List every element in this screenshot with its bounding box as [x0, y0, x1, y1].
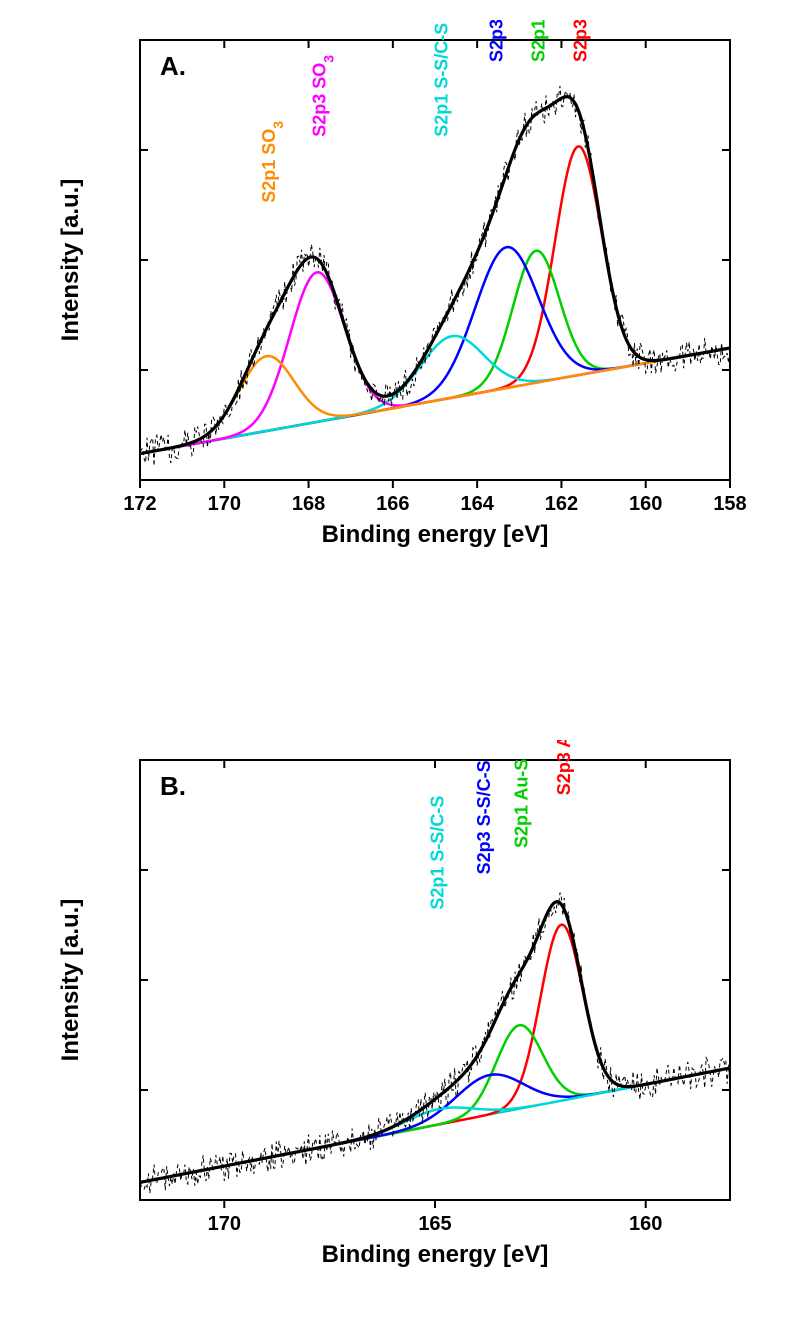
peak-label-S2p3-AuS: S2p3 Au-S — [554, 740, 574, 795]
x-axis-title: Binding energy [eV] — [322, 1241, 549, 1268]
x-tick-label: 158 — [713, 493, 746, 515]
x-tick-label: 172 — [123, 493, 156, 515]
chart-a: 158 160 162 164 166 168 170 172 Binding energy [… — [50, 20, 750, 560]
peak-S2p3-SSCS — [140, 247, 730, 454]
peak-label-S2p1-AuS: S2p1 Au-S — [512, 759, 532, 848]
y-axis-title: Intensity [a.u.] — [57, 899, 84, 1062]
x-tick-label: 170 — [208, 493, 241, 515]
peak-label-S2p1-SSCS: S2p1 S-S/C-S — [432, 23, 452, 137]
peak-label-S2p1-SO3: S2p1 SO3 — [259, 121, 286, 203]
peak-label-S2p3-AuS: S2p3 Au-S — [571, 20, 591, 62]
peak-S2p1-AuS — [140, 251, 730, 454]
raw-spectrum — [140, 892, 730, 1193]
peak-label-S2p3-SSCS: S2p3 S-S/C-S — [474, 760, 494, 874]
x-tick-label: 168 — [292, 493, 325, 515]
peak-S2p3-AuS — [140, 925, 730, 1183]
x-tick-label: 164 — [460, 493, 494, 515]
x-tick-label: 160 — [629, 1213, 662, 1235]
page: 158 160 162 164 166 168 170 172 Binding energy [… — [0, 0, 800, 1337]
y-axis-title: Intensity [a.u.] — [57, 179, 84, 342]
panel-b: 160 165 170 Binding energy [eV] Intensity [a… — [50, 740, 750, 1280]
panel-a: 158 160 162 164 166 168 170 172 Binding energy [… — [50, 20, 750, 560]
peak-label-S2p3-SSCS: S2p3 S-S/C-S — [486, 20, 506, 62]
x-tick-label: 165 — [418, 1213, 451, 1235]
peak-label-S2p3-SO3: S2p3 SO3 — [309, 55, 336, 137]
x-tick-label: 170 — [208, 1213, 241, 1235]
peak-label-S2p1-AuS: S2p1 Au-S — [529, 20, 549, 62]
panel-label: A. — [160, 51, 186, 81]
peak-label-S2p1-SSCS: S2p1 S-S/C-S — [427, 796, 447, 910]
chart-b: 160 165 170 Binding energy [eV] Intensity [a… — [50, 740, 750, 1280]
x-tick-label: 160 — [629, 493, 662, 515]
peak-S2p1-AuS — [140, 1025, 730, 1182]
x-axis-title: Binding energy [eV] — [322, 521, 549, 548]
panel-label: B. — [160, 771, 186, 801]
x-tick-label: 166 — [376, 493, 409, 515]
x-tick-label: 162 — [545, 493, 578, 515]
fit-envelope — [140, 902, 730, 1183]
